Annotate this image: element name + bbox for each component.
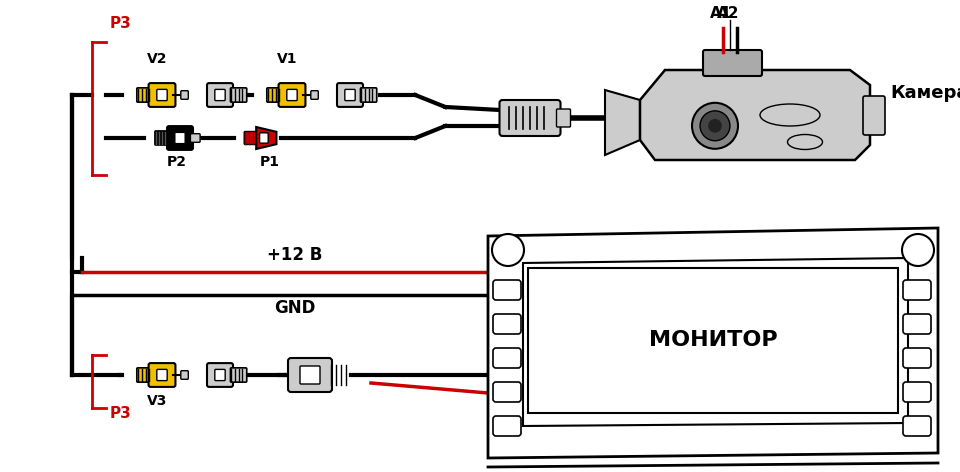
Circle shape bbox=[700, 111, 730, 141]
FancyBboxPatch shape bbox=[215, 89, 226, 101]
Text: GND: GND bbox=[275, 299, 316, 317]
Text: +12 В: +12 В bbox=[267, 246, 323, 264]
Text: P2: P2 bbox=[167, 155, 187, 169]
Text: A1: A1 bbox=[709, 6, 732, 21]
FancyBboxPatch shape bbox=[300, 366, 320, 384]
Circle shape bbox=[692, 103, 738, 149]
Text: Камера: Камера bbox=[890, 84, 960, 102]
FancyBboxPatch shape bbox=[863, 96, 885, 135]
FancyBboxPatch shape bbox=[703, 50, 762, 76]
Text: МОНИТОР: МОНИТОР bbox=[649, 330, 778, 351]
Text: P3: P3 bbox=[110, 16, 132, 31]
FancyBboxPatch shape bbox=[175, 132, 185, 143]
FancyBboxPatch shape bbox=[493, 416, 521, 436]
FancyBboxPatch shape bbox=[903, 416, 931, 436]
FancyBboxPatch shape bbox=[493, 280, 521, 300]
FancyBboxPatch shape bbox=[137, 368, 155, 382]
FancyBboxPatch shape bbox=[288, 358, 332, 392]
FancyBboxPatch shape bbox=[230, 88, 247, 102]
Text: V2: V2 bbox=[147, 52, 167, 66]
Bar bbox=[528, 268, 898, 413]
FancyBboxPatch shape bbox=[345, 89, 355, 101]
Text: V1: V1 bbox=[276, 52, 298, 66]
Text: V3: V3 bbox=[147, 394, 167, 408]
Text: P1: P1 bbox=[260, 155, 280, 169]
Circle shape bbox=[902, 234, 934, 266]
FancyBboxPatch shape bbox=[493, 314, 521, 334]
FancyBboxPatch shape bbox=[903, 348, 931, 368]
Polygon shape bbox=[640, 70, 870, 160]
Ellipse shape bbox=[787, 135, 823, 150]
FancyBboxPatch shape bbox=[156, 89, 167, 101]
FancyBboxPatch shape bbox=[180, 371, 188, 379]
FancyBboxPatch shape bbox=[337, 83, 363, 107]
FancyBboxPatch shape bbox=[149, 83, 176, 107]
FancyBboxPatch shape bbox=[493, 348, 521, 368]
Polygon shape bbox=[488, 228, 938, 458]
FancyBboxPatch shape bbox=[215, 370, 226, 380]
FancyBboxPatch shape bbox=[167, 126, 193, 150]
FancyBboxPatch shape bbox=[267, 88, 284, 102]
Circle shape bbox=[708, 119, 722, 133]
FancyBboxPatch shape bbox=[493, 382, 521, 402]
FancyBboxPatch shape bbox=[207, 363, 233, 387]
FancyBboxPatch shape bbox=[557, 109, 570, 127]
Polygon shape bbox=[523, 258, 908, 426]
FancyBboxPatch shape bbox=[149, 363, 176, 387]
FancyBboxPatch shape bbox=[903, 280, 931, 300]
FancyBboxPatch shape bbox=[903, 314, 931, 334]
Circle shape bbox=[492, 234, 524, 266]
FancyBboxPatch shape bbox=[903, 382, 931, 402]
FancyBboxPatch shape bbox=[180, 91, 188, 99]
FancyBboxPatch shape bbox=[499, 100, 561, 136]
FancyBboxPatch shape bbox=[156, 370, 167, 380]
FancyBboxPatch shape bbox=[259, 133, 268, 143]
FancyBboxPatch shape bbox=[137, 88, 155, 102]
Ellipse shape bbox=[760, 104, 820, 126]
FancyBboxPatch shape bbox=[360, 88, 376, 102]
FancyBboxPatch shape bbox=[207, 83, 233, 107]
FancyBboxPatch shape bbox=[155, 131, 169, 145]
Polygon shape bbox=[605, 90, 640, 155]
Polygon shape bbox=[256, 127, 276, 149]
FancyBboxPatch shape bbox=[244, 132, 257, 144]
FancyBboxPatch shape bbox=[287, 89, 298, 101]
Text: A2: A2 bbox=[716, 6, 739, 21]
Text: P3: P3 bbox=[110, 406, 132, 421]
FancyBboxPatch shape bbox=[311, 91, 319, 99]
FancyBboxPatch shape bbox=[190, 134, 200, 142]
FancyBboxPatch shape bbox=[230, 368, 247, 382]
FancyBboxPatch shape bbox=[278, 83, 305, 107]
